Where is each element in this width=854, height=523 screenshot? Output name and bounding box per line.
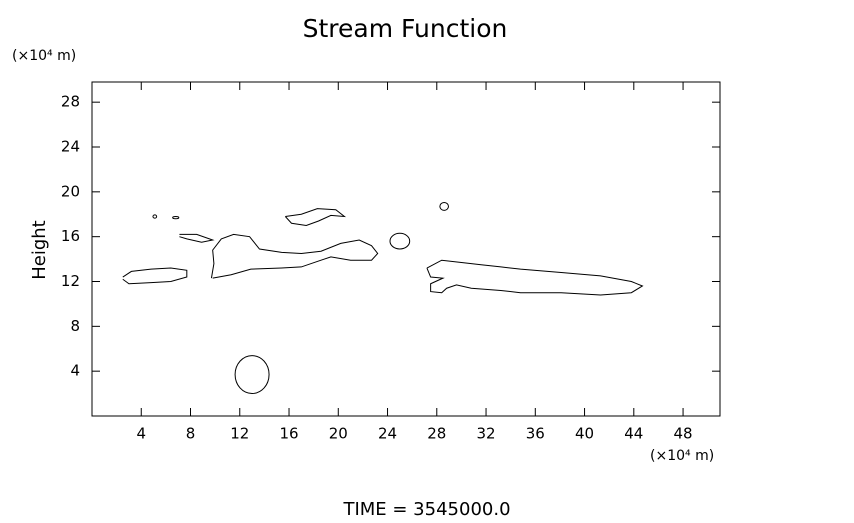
x-tick-label: 48 xyxy=(674,425,693,443)
x-tick-label: 28 xyxy=(427,425,446,443)
x-tick-label: 36 xyxy=(526,425,545,443)
x-tick-label: 24 xyxy=(378,425,397,443)
contour-loop xyxy=(152,214,158,219)
contour-line xyxy=(426,259,644,296)
y-unit: (×10⁴ m) xyxy=(12,48,76,64)
y-tick-label: 24 xyxy=(61,138,80,156)
x-unit: (×10⁴ m) xyxy=(650,448,714,464)
x-tick-label: 32 xyxy=(476,425,495,443)
y-tick-label: 12 xyxy=(61,272,80,290)
contour-loop xyxy=(439,201,449,211)
contour-line xyxy=(210,233,379,279)
x-tick-label: 16 xyxy=(279,425,298,443)
y-tick-label: 20 xyxy=(61,182,80,200)
chart-title: Stream Function xyxy=(303,14,508,43)
x-tick-label: 4 xyxy=(136,425,146,443)
contour-line xyxy=(284,208,347,226)
contour-loop xyxy=(389,232,411,250)
contour-line xyxy=(122,267,188,285)
footer: TIME = 3545000.0 xyxy=(342,499,510,519)
x-tick-label: 40 xyxy=(575,425,594,443)
y-tick-label: 28 xyxy=(61,93,80,111)
x-tick-label: 44 xyxy=(624,425,643,443)
plot-frame xyxy=(91,81,721,417)
x-tick-label: 20 xyxy=(329,425,348,443)
y-tick-label: 8 xyxy=(70,317,80,335)
x-tick-label: 8 xyxy=(186,425,196,443)
contour-line xyxy=(179,233,215,243)
x-tick-label: 12 xyxy=(230,425,249,443)
y-tick-label: 16 xyxy=(61,227,80,245)
contour-loop xyxy=(234,355,270,394)
contour-loop xyxy=(172,215,180,220)
y-tick-label: 4 xyxy=(70,362,80,380)
y-axis-label: Height xyxy=(29,220,50,280)
